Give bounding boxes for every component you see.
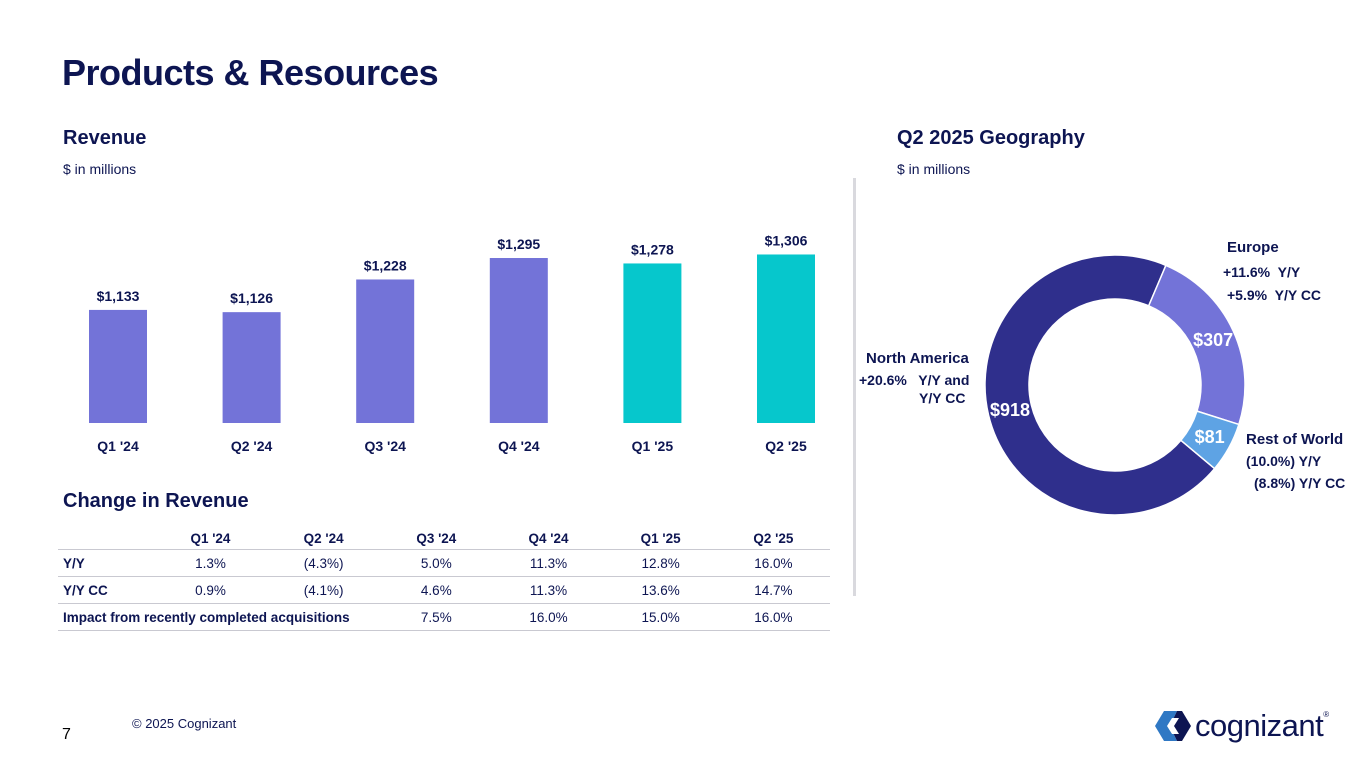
table-cell: 13.6% bbox=[604, 576, 717, 604]
page-title: Products & Resources bbox=[62, 52, 439, 93]
revenue-subtitle: $ in millions bbox=[63, 161, 137, 177]
table-cell: 7.5% bbox=[380, 603, 493, 631]
europe-yy: +11.6% Y/Y bbox=[1223, 264, 1301, 280]
bar-value-label: $1,133 bbox=[97, 288, 140, 304]
table-cell: 14.7% bbox=[716, 576, 830, 604]
table-cell: 11.3% bbox=[492, 576, 605, 604]
bar-value-label: $1,295 bbox=[497, 236, 540, 252]
bar-3 bbox=[489, 258, 548, 423]
rest-of-world-label: Rest of World bbox=[1246, 431, 1344, 448]
bar-2 bbox=[356, 279, 415, 423]
table-cell: 16.0% bbox=[716, 603, 830, 631]
row-label: Y/Y bbox=[58, 549, 154, 577]
geography-title: Q2 2025 Geography bbox=[897, 127, 1085, 149]
europe-label: Europe bbox=[1227, 239, 1279, 256]
north-america-label: North America bbox=[866, 350, 969, 367]
cognizant-logo-icon bbox=[1155, 711, 1191, 741]
revenue-bar-chart: $1,133 Q1 '24 $1,126 Q2 '24 $1,228 Q3 '24 $1,2… bbox=[89, 232, 815, 454]
geography-donut-chart: $918 $307 $81 bbox=[984, 254, 1246, 516]
row-label: Y/Y CC bbox=[58, 576, 154, 604]
table-cell: (4.3%) bbox=[267, 549, 381, 577]
table-cell: 11.3% bbox=[492, 549, 605, 577]
x-tick-label: Q2 '25 bbox=[765, 438, 807, 454]
bar-5 bbox=[757, 254, 815, 423]
table-cell: 1.3% bbox=[153, 549, 268, 577]
table-cell: 4.6% bbox=[380, 576, 493, 604]
copyright: © 2025 Cognizant bbox=[132, 716, 237, 731]
geography-subtitle: $ in millions bbox=[897, 161, 971, 177]
table-header-row: Q1 '24 Q2 '24 Q3 '24 Q4 '24 Q1 '25 Q2 '2… bbox=[58, 527, 830, 550]
bar-value-label: $1,126 bbox=[230, 290, 273, 306]
bar-4 bbox=[623, 263, 682, 423]
cognizant-logo-text: cognizant bbox=[1195, 708, 1324, 743]
table-cell: 12.8% bbox=[604, 549, 717, 577]
section-divider bbox=[853, 178, 856, 596]
table-cell: 16.0% bbox=[716, 549, 830, 577]
donut-slice-rest-of-world bbox=[1179, 410, 1240, 470]
table-row: Impact from recently completed acquisiti… bbox=[58, 603, 830, 631]
bar-1 bbox=[222, 312, 281, 423]
table-row: Y/Y 1.3% (4.3%) 5.0% 11.3% 12.8% 16.0% bbox=[58, 549, 830, 577]
rest-of-world-yy: (10.0%) Y/Y bbox=[1246, 453, 1322, 469]
change-in-revenue-title: Change in Revenue bbox=[63, 490, 249, 512]
table-row: Y/Y CC 0.9% (4.1%) 4.6% 11.3% 13.6% 14.7… bbox=[58, 576, 830, 604]
donut-slice-north-america bbox=[984, 254, 1216, 516]
x-tick-label: Q4 '24 bbox=[498, 438, 540, 454]
revenue-title: Revenue bbox=[63, 127, 147, 149]
trademark-mark: ® bbox=[1323, 710, 1330, 719]
table-header: Q1 '24 bbox=[153, 527, 268, 550]
table-cell: 5.0% bbox=[380, 549, 493, 577]
page-number: 7 bbox=[62, 726, 71, 743]
bar-0 bbox=[89, 309, 147, 423]
donut-value-label: $81 bbox=[1195, 427, 1225, 447]
bar-value-label: $1,306 bbox=[765, 232, 808, 248]
change-in-revenue-table: Q1 '24 Q2 '24 Q3 '24 Q4 '24 Q1 '25 Q2 '2… bbox=[58, 527, 830, 631]
table-cell: 16.0% bbox=[492, 603, 605, 631]
table-cell: 0.9% bbox=[153, 576, 268, 604]
north-america-yy-cc: Y/Y CC bbox=[919, 390, 966, 406]
table-cell: 15.0% bbox=[604, 603, 717, 631]
cognizant-logo: cognizant ® bbox=[1155, 708, 1329, 744]
x-tick-label: Q1 '25 bbox=[632, 438, 674, 454]
table-header: Q2 '25 bbox=[716, 527, 830, 550]
europe-yy-cc: +5.9% Y/Y CC bbox=[1227, 287, 1322, 303]
donut-value-label: $918 bbox=[990, 400, 1030, 420]
donut-value-label: $307 bbox=[1193, 330, 1233, 350]
table-header bbox=[58, 527, 154, 550]
table-header: Q4 '24 bbox=[492, 527, 605, 550]
x-tick-label: Q2 '24 bbox=[231, 438, 273, 454]
table-header: Q1 '25 bbox=[604, 527, 717, 550]
table-header: Q2 '24 bbox=[267, 527, 381, 550]
x-tick-label: Q3 '24 bbox=[364, 438, 406, 454]
x-tick-label: Q1 '24 bbox=[97, 438, 139, 454]
bar-value-label: $1,228 bbox=[364, 257, 407, 273]
row-label: Impact from recently completed acquisiti… bbox=[58, 603, 381, 631]
bar-value-label: $1,278 bbox=[631, 241, 674, 257]
north-america-yy: +20.6% Y/Y and bbox=[859, 372, 970, 388]
rest-of-world-yy-cc: (8.8%) Y/Y CC bbox=[1254, 475, 1346, 491]
table-header: Q3 '24 bbox=[380, 527, 493, 550]
table-cell: (4.1%) bbox=[267, 576, 381, 604]
